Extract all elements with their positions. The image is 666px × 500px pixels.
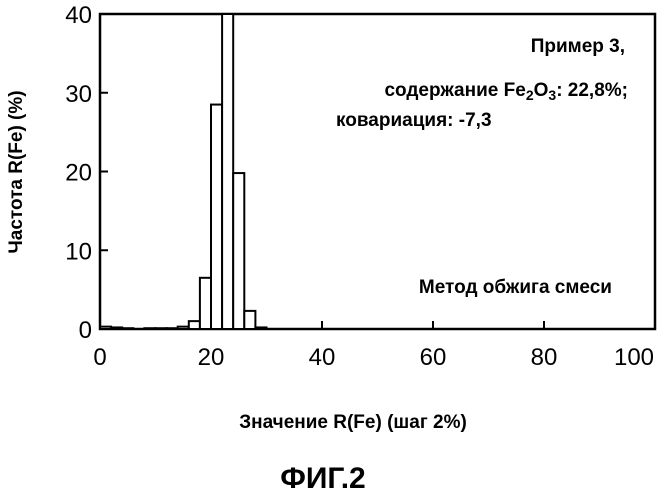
histogram-bar: [255, 327, 266, 329]
x-tick-label: 80: [531, 344, 558, 371]
histogram-bar: [244, 311, 255, 329]
annotation-content-sub2: 3: [548, 87, 556, 103]
histogram-bar: [233, 173, 244, 329]
x-tick-label: 0: [93, 344, 106, 371]
annotation-method: Метод обжига смеси: [419, 277, 612, 298]
y-tick-label: 40: [65, 2, 92, 29]
histogram-bar: [200, 278, 211, 329]
figure-caption: ФИГ.2: [280, 462, 365, 495]
y-tick-label: 0: [79, 317, 92, 344]
annotation-covariation: ковариация: -7,3: [336, 110, 492, 131]
annotation-content: содержание Fe2O3: 22,8%;: [384, 80, 628, 103]
y-axis-label: Частота R(Fe) (%): [6, 90, 27, 253]
histogram-bar: [144, 328, 155, 329]
histogram-bar: [111, 327, 122, 329]
annotation-content-mid: O: [534, 80, 549, 101]
y-tick-labels: 0 10 20 30 40: [65, 2, 92, 344]
annotation-content-prefix: содержание Fe: [384, 80, 525, 101]
histogram-bar: [122, 328, 133, 329]
x-tick-label: 100: [614, 344, 654, 371]
histogram-bar: [178, 327, 189, 329]
histogram-bar: [167, 328, 178, 329]
histogram-bar: [211, 105, 222, 329]
histogram-bar: [189, 321, 200, 329]
x-tick-labels: 0 20 40 60 80 100: [93, 344, 654, 371]
histogram-bar: [156, 328, 167, 329]
y-tick-label: 20: [65, 160, 92, 187]
x-tick-label: 40: [309, 344, 336, 371]
histogram-bar: [222, 14, 233, 329]
x-axis-label: Значение R(Fe) (шаг 2%): [239, 412, 467, 433]
x-tick-label: 20: [198, 344, 225, 371]
y-tick-label: 10: [65, 238, 92, 265]
y-tick-label: 30: [65, 81, 92, 108]
annotation-example: Пример 3,: [531, 36, 625, 57]
annotation-content-suffix: : 22,8%;: [556, 80, 628, 101]
histogram-bars: [100, 14, 267, 329]
x-tick-label: 60: [420, 344, 447, 371]
annotation-content-sub1: 2: [526, 87, 534, 103]
